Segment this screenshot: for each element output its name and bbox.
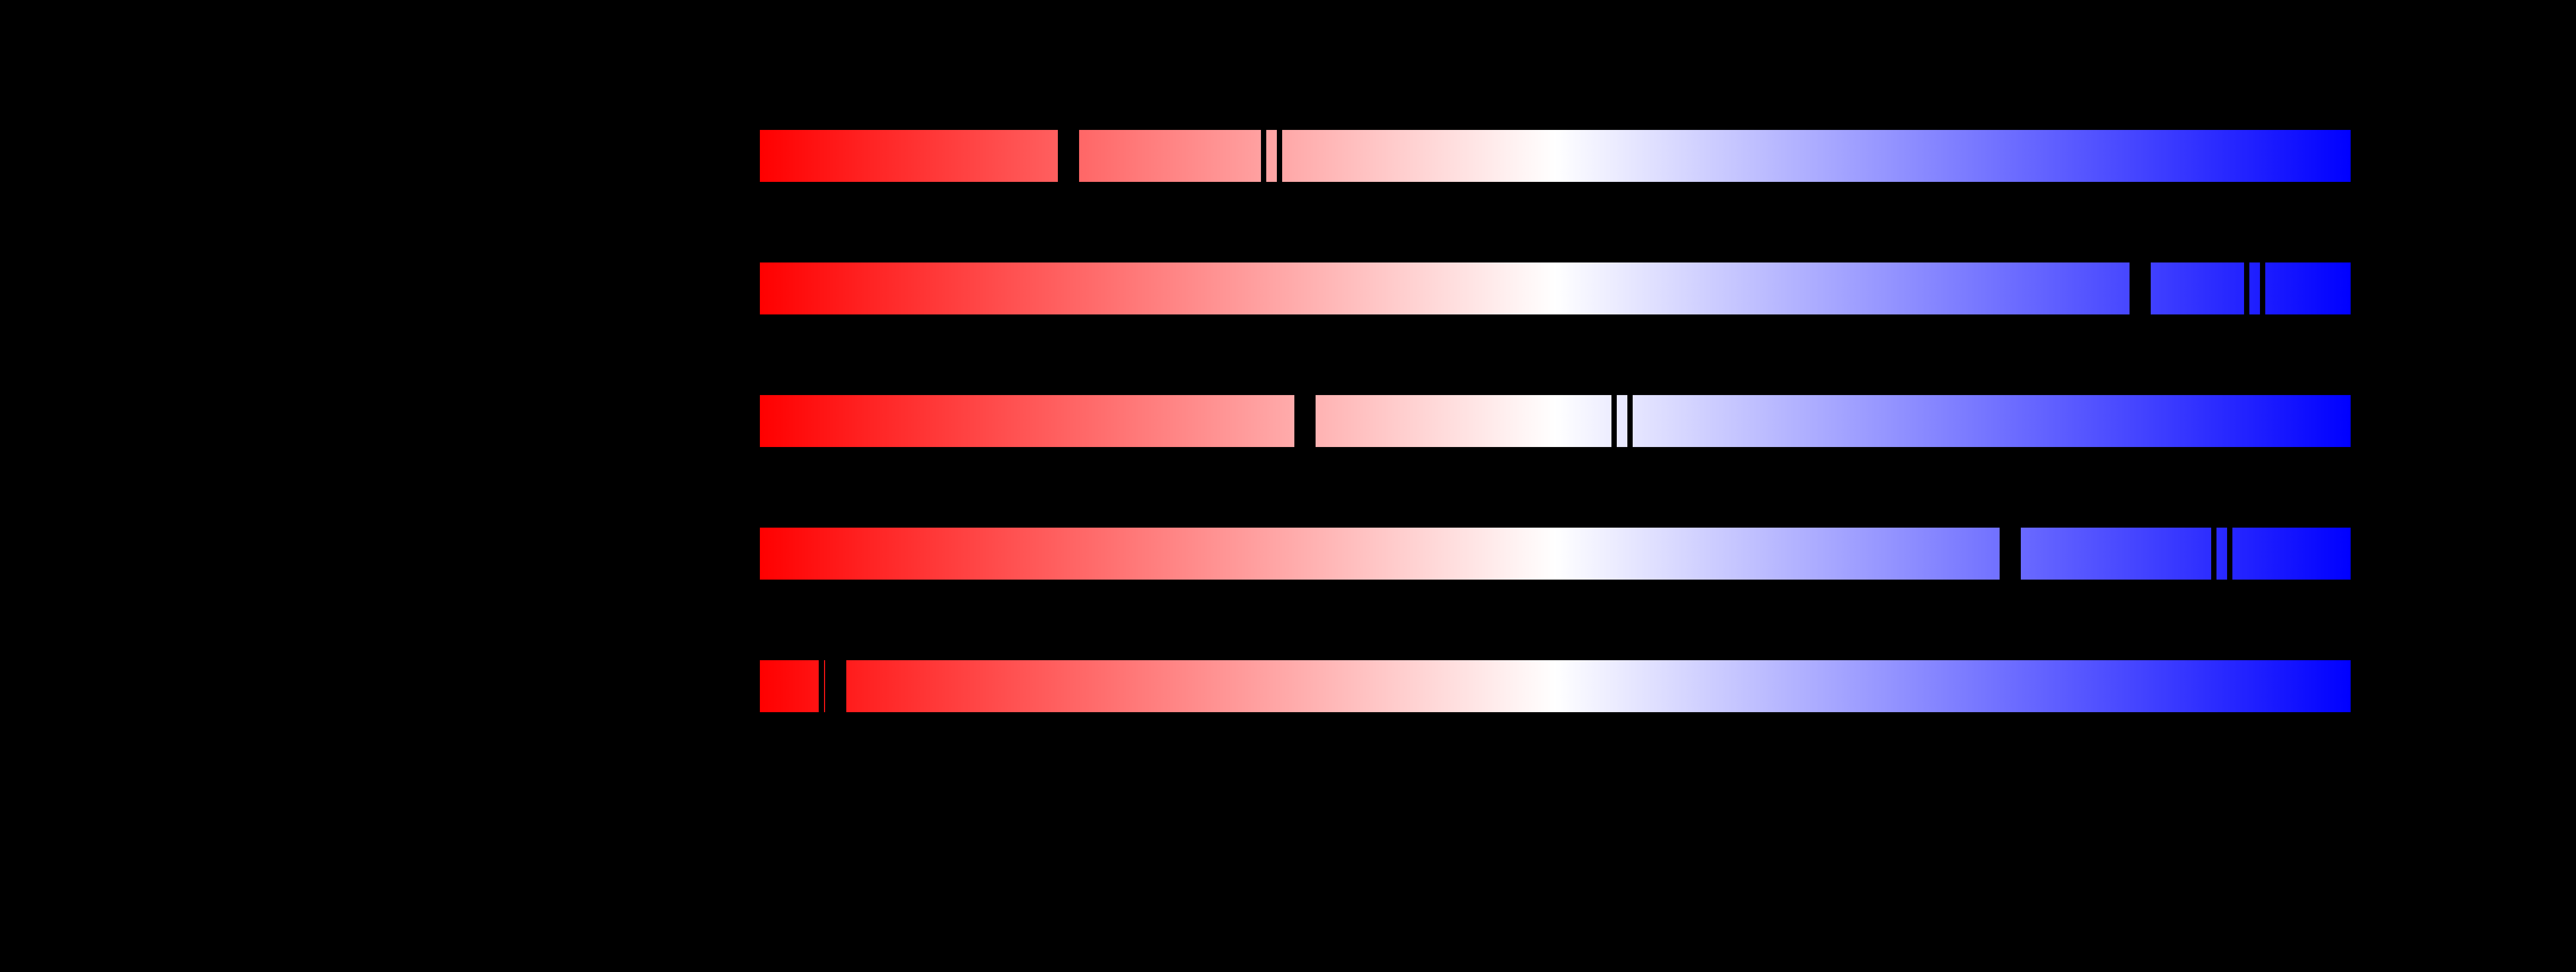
thin-marker-tick (1611, 395, 1617, 448)
thin-marker-tick (818, 660, 824, 713)
gradient-bar-scale-1 (760, 129, 2351, 182)
thin-marker-tick (2244, 262, 2249, 315)
thin-marker-tick (1260, 129, 1266, 182)
thick-marker-tick (2000, 527, 2021, 580)
thin-marker-tick (1627, 395, 1633, 448)
thick-marker-tick (1058, 129, 1079, 182)
gradient-bar-scale-4 (760, 527, 2351, 580)
thick-marker-tick (2129, 262, 2151, 315)
gradient-bar-scale-2 (760, 262, 2351, 315)
thin-marker-tick (2227, 527, 2232, 580)
thin-marker-tick (2211, 527, 2216, 580)
thin-marker-tick (1276, 129, 1282, 182)
thick-marker-tick (825, 660, 846, 713)
thick-marker-tick (1294, 395, 1316, 448)
gradient-bar-scale-5 (760, 660, 2351, 713)
gradient-bar-scale-3 (760, 395, 2351, 448)
thin-marker-tick (2259, 262, 2265, 315)
